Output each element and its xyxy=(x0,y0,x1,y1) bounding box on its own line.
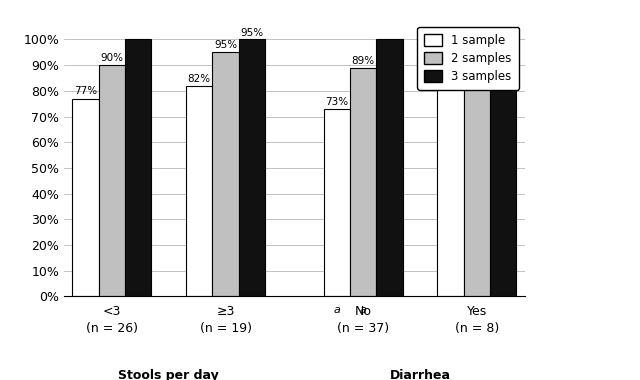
Text: a: a xyxy=(360,306,367,315)
Bar xyxy=(324,109,350,296)
Bar xyxy=(464,50,490,296)
Text: Diarrhea: Diarrhea xyxy=(390,369,451,380)
Bar xyxy=(72,98,99,296)
Bar xyxy=(99,65,125,296)
Text: 77%: 77% xyxy=(74,87,97,97)
Bar xyxy=(490,40,516,296)
Text: 89%: 89% xyxy=(351,55,375,66)
Bar xyxy=(376,40,403,296)
Bar xyxy=(186,86,212,296)
Text: 95%: 95% xyxy=(241,28,264,38)
Legend: 1 sample, 2 samples, 3 samples: 1 sample, 2 samples, 3 samples xyxy=(417,27,519,90)
Text: 95%: 95% xyxy=(214,40,237,50)
Text: 90%: 90% xyxy=(100,53,124,63)
Text: 82%: 82% xyxy=(188,74,211,84)
Text: 83%: 83% xyxy=(439,71,462,81)
Bar xyxy=(212,52,239,296)
Text: 96%: 96% xyxy=(492,28,515,38)
Bar xyxy=(350,68,376,296)
Bar xyxy=(125,40,152,296)
Text: a: a xyxy=(333,306,340,315)
Bar xyxy=(437,83,464,296)
Bar xyxy=(239,40,265,296)
Text: 96%: 96% xyxy=(465,38,488,48)
Text: 73%: 73% xyxy=(325,97,348,107)
Text: Stools per day: Stools per day xyxy=(118,369,219,380)
